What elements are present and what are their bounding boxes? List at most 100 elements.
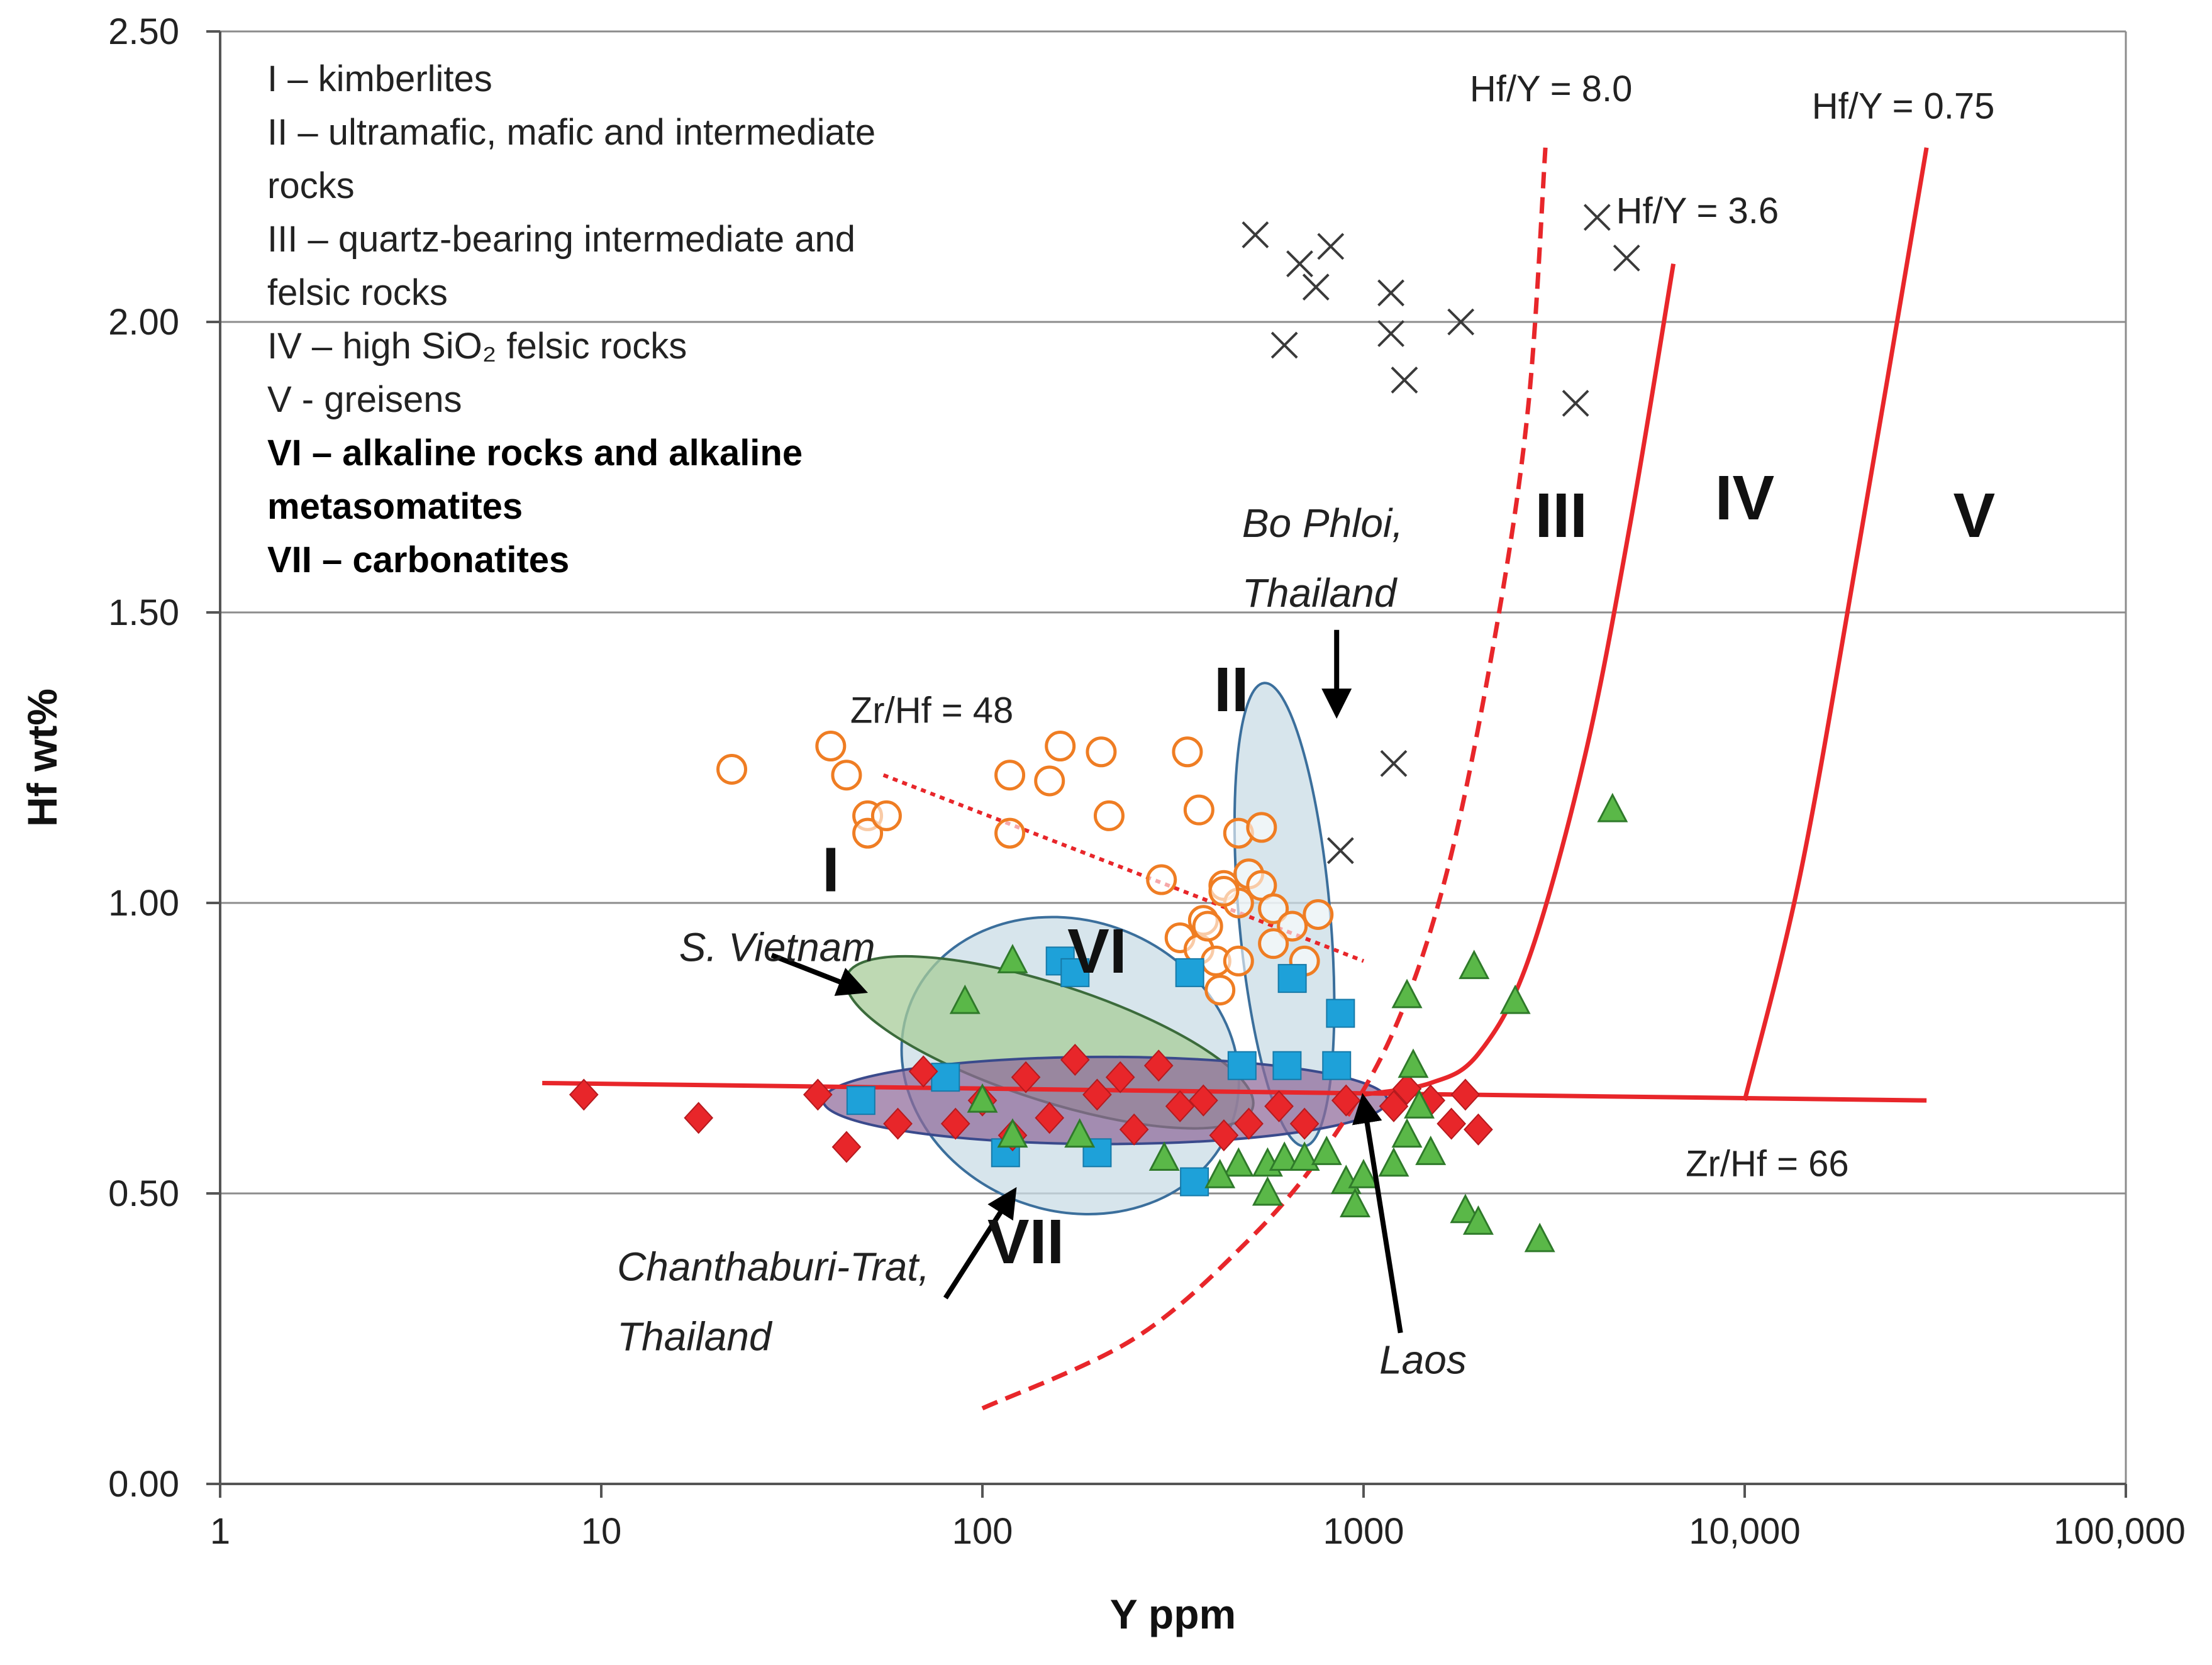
point-3-0 [569, 1078, 599, 1111]
point-0-1 [1286, 250, 1313, 278]
ratio-label-3: Zr/Hf = 48 [850, 690, 1013, 731]
location-label-2: S. Vietnam [679, 924, 875, 970]
point-4-2 [967, 1083, 998, 1113]
arrow-3 [1352, 1093, 1403, 1334]
point-4-18 [1398, 1048, 1429, 1078]
legend-text: I – kimberlites II – ultramafic, mafic an… [267, 58, 875, 580]
point-1-33 [1208, 876, 1240, 907]
field-label-1: II [1214, 655, 1249, 725]
point-4-21 [1499, 984, 1531, 1014]
point-3-8 [1011, 1061, 1041, 1093]
line-hf-y-8-0 [981, 147, 1548, 1411]
point-0-8 [1447, 308, 1475, 336]
point-2-8 [1322, 1051, 1352, 1080]
legend-line-3: III – quartz-bearing intermediate and [267, 219, 855, 260]
point-4-10 [1311, 1136, 1342, 1165]
point-2-7 [1272, 1051, 1302, 1080]
point-3-11 [1082, 1078, 1112, 1111]
field-label-0: I [822, 835, 840, 905]
point-3-26 [1464, 1113, 1493, 1146]
point-4-0 [949, 984, 981, 1014]
point-3-4 [883, 1107, 913, 1140]
field-label-3: IV [1715, 463, 1775, 533]
point-2-2 [1060, 958, 1090, 987]
point-1-14 [1183, 794, 1214, 826]
point-3-25 [1450, 1078, 1481, 1111]
field-label-5: VI [1067, 916, 1126, 987]
point-2-12 [931, 1063, 960, 1092]
point-3-21 [1379, 1090, 1409, 1122]
point-0-4 [1377, 279, 1404, 307]
series-s-vietnam [846, 946, 1355, 1197]
point-4-25 [1597, 792, 1628, 822]
y-tick-label-0: 0.00 [108, 1464, 179, 1505]
point-3-13 [1143, 1049, 1174, 1082]
point-1-1 [815, 731, 847, 762]
point-4-8 [1269, 1141, 1300, 1171]
point-2-9 [1180, 1167, 1209, 1197]
point-3-28 [1119, 1113, 1149, 1146]
point-1-7 [994, 817, 1026, 849]
legend-line-4: felsic rocks [267, 272, 448, 313]
point-1-9 [1045, 731, 1076, 762]
legend-line-6: V - greisens [267, 379, 462, 420]
y-axis-title: Hf wt% [19, 689, 65, 827]
series-bo-phloi-thailand [716, 731, 1334, 1006]
point-0-10 [1583, 204, 1611, 231]
point-4-15 [1391, 1118, 1423, 1148]
location-label-3: Chanthaburi-Trat, [617, 1244, 930, 1290]
point-1-12 [1146, 864, 1177, 895]
point-1-4 [852, 817, 884, 849]
point-4-4 [1064, 1118, 1096, 1148]
point-4-22 [1450, 1193, 1481, 1224]
point-4-16 [1404, 1089, 1435, 1119]
x-axis-title: Y ppm [1110, 1591, 1236, 1637]
point-1-23 [1258, 893, 1289, 924]
x-tick-label-5: 100,000 [2054, 1511, 2186, 1552]
point-3-15 [1188, 1084, 1218, 1117]
point-1-13 [1172, 736, 1203, 768]
point-3-3 [831, 1131, 862, 1163]
point-3-16 [1209, 1119, 1239, 1152]
field-label-4: V [1953, 480, 1995, 551]
point-4-23 [1462, 1205, 1494, 1235]
ratio-label-1: Hf/Y = 3.6 [1616, 191, 1779, 231]
point-2-3 [1175, 958, 1204, 987]
point-1-11 [1093, 800, 1125, 831]
ratio-lines [542, 147, 1929, 1411]
legend-line-0: I – kimberlites [267, 58, 492, 99]
point-4-19 [1391, 978, 1423, 1009]
point-3-22 [1392, 1073, 1422, 1105]
point-3-9 [1035, 1102, 1065, 1134]
point-2-6 [1227, 1051, 1257, 1080]
point-4-24 [1524, 1222, 1555, 1253]
point-3-1 [684, 1102, 714, 1134]
point-1-6 [994, 760, 1026, 791]
ratio-label-0: Hf/Y = 8.0 [1470, 69, 1632, 109]
point-0-7 [1391, 366, 1418, 394]
point-0-2 [1302, 274, 1330, 301]
field-label-6: VII [987, 1207, 1064, 1277]
y-tick-label-1: 0.50 [108, 1173, 179, 1214]
series-kimberlite-zircons [1242, 204, 1640, 865]
location-label-4: Thailand [617, 1314, 773, 1359]
legend-line-9: VII – carbonatites [267, 539, 569, 580]
point-3-17 [1234, 1107, 1264, 1140]
point-1-32 [1303, 899, 1334, 930]
field-label-2: III [1535, 480, 1587, 551]
legend-line-1: II – ultramafic, mafic and intermediate [267, 112, 875, 153]
point-0-11 [1613, 244, 1640, 272]
point-2-4 [1277, 964, 1307, 993]
point-4-14 [1378, 1147, 1409, 1177]
point-1-28 [1223, 945, 1254, 976]
point-3-10 [1060, 1044, 1090, 1076]
axes [206, 30, 2127, 1498]
point-0-5 [1377, 320, 1404, 347]
point-4-5 [1148, 1141, 1180, 1171]
line-hf-y-3-6 [1363, 263, 1676, 1097]
point-4-3 [997, 1118, 1028, 1148]
location-label-5: Laos [1379, 1337, 1467, 1382]
point-4-1 [997, 944, 1028, 973]
